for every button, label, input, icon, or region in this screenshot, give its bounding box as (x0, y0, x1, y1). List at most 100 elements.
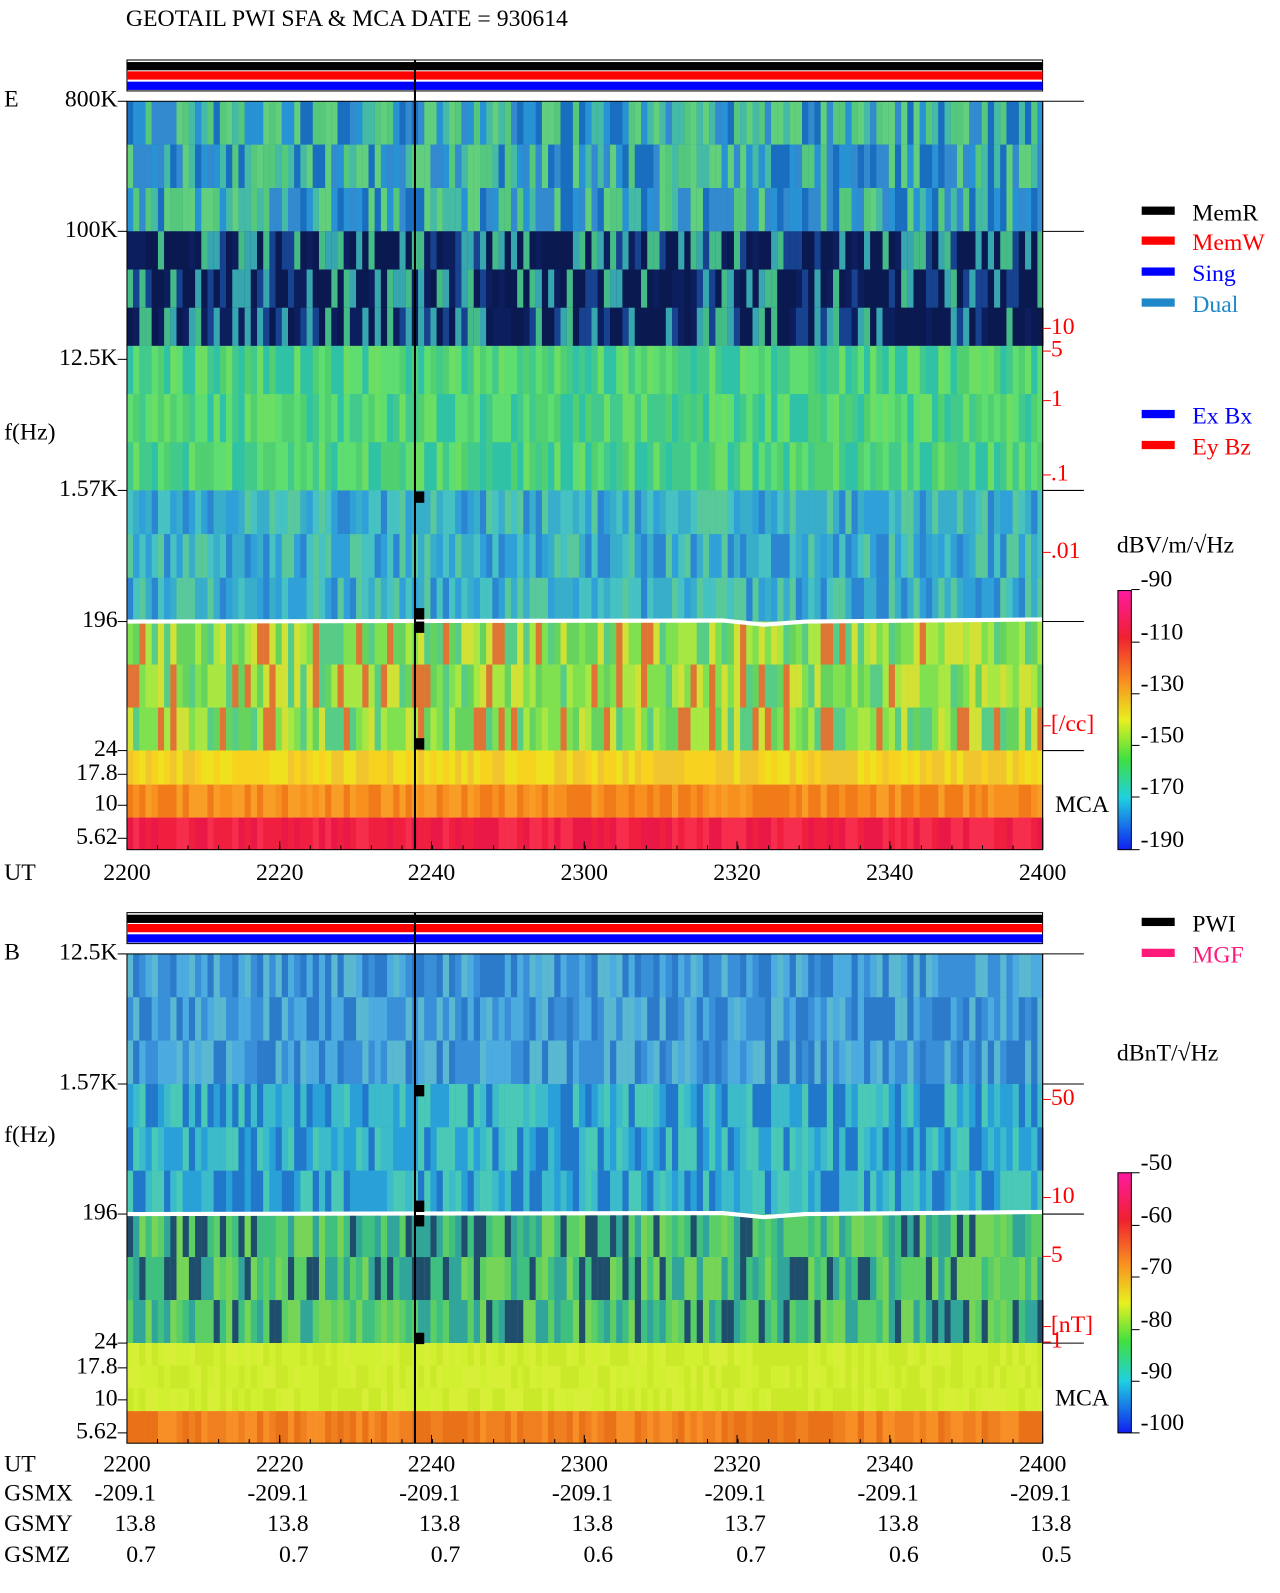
pixel-block (764, 750, 772, 785)
pixel-block (628, 394, 635, 443)
pixel-block (864, 621, 871, 665)
pixel-block (771, 231, 778, 270)
pixel-block (442, 490, 450, 535)
pixel-block (901, 345, 908, 395)
pixel-block (387, 817, 394, 850)
pixel-block (1031, 1257, 1038, 1301)
pixel-block (498, 345, 505, 395)
pixel-block (356, 144, 363, 188)
pixel-block (219, 664, 227, 708)
pixel-block (845, 784, 852, 818)
pixel-block (1031, 997, 1038, 1041)
pixel-block (182, 1040, 189, 1084)
pixel-block (696, 1214, 703, 1258)
pixel-block (808, 187, 815, 232)
pixel-block (455, 1257, 462, 1301)
pixel-block (486, 1343, 493, 1366)
pixel-block (449, 101, 456, 145)
pixel-block (647, 345, 654, 395)
pixel-block (480, 621, 487, 665)
pixel-block (591, 187, 598, 232)
pixel-block (312, 269, 319, 308)
pixel-block (510, 1300, 518, 1344)
pixel-block (597, 442, 604, 491)
pixel-block (541, 750, 549, 785)
pixel-block (882, 1083, 889, 1128)
pixel-block (238, 1365, 245, 1389)
pixel-block (188, 664, 196, 708)
pixel-block (585, 953, 592, 998)
pixel-block (944, 307, 951, 346)
pixel-block (814, 187, 821, 232)
pixel-block (1037, 577, 1044, 622)
pixel-block (1037, 1214, 1044, 1258)
pixel-block (591, 1388, 598, 1412)
pixel-block (938, 1365, 945, 1389)
pixel-block (213, 231, 220, 270)
pixel-block (387, 750, 394, 785)
pixel-block (653, 1300, 660, 1344)
pixel-block (925, 144, 933, 188)
pixel-block (164, 1365, 171, 1389)
pixel-block (541, 1388, 549, 1412)
pixel-block (213, 1170, 220, 1215)
pixel-block (238, 1040, 245, 1084)
pixel-block (418, 997, 425, 1041)
pixel-block (752, 1127, 759, 1171)
pixel-block (275, 1365, 282, 1389)
pixel-block (888, 1170, 895, 1215)
pixel-block (721, 269, 728, 308)
pixel-block (919, 1365, 926, 1389)
pixel-block (207, 1257, 214, 1301)
pixel-block (826, 1365, 834, 1389)
pixel-block (560, 997, 567, 1041)
pixel-block (164, 1257, 171, 1301)
pixel-block (467, 1170, 474, 1215)
pixel-block (1037, 750, 1044, 785)
pixel-block (696, 442, 703, 491)
pixel-block (876, 1083, 883, 1128)
pixel-block (139, 750, 146, 785)
pixel-block (449, 1214, 456, 1258)
orbit-label: GSMZ (4, 1542, 70, 1568)
pixel-block (405, 1083, 412, 1128)
pixel-block (362, 101, 369, 145)
pixel-block (257, 534, 264, 578)
pixel-block (399, 817, 406, 850)
pixel-block (777, 1127, 784, 1171)
pixel-block (622, 269, 629, 308)
pixel-block (393, 534, 400, 578)
pixel-block (709, 1214, 716, 1258)
pixel-block (833, 953, 840, 998)
pixel-block (306, 1300, 313, 1344)
pixel-block (764, 1388, 772, 1412)
pixel-block (907, 1214, 914, 1258)
pixel-block (554, 1170, 561, 1215)
pixel-block (157, 997, 165, 1041)
pixel-block (541, 307, 549, 346)
pixel-block (709, 1365, 716, 1389)
pixel-block (857, 953, 864, 998)
pixel-block (374, 1257, 381, 1301)
pixel-block (659, 1343, 666, 1366)
pixel-block (151, 1083, 158, 1128)
pixel-block (554, 490, 561, 535)
pixel-block (857, 144, 864, 188)
pixel-block (746, 750, 753, 785)
pixel-block (857, 1257, 864, 1301)
pixel-block (312, 1170, 319, 1215)
pixel-block (201, 101, 208, 145)
pixel-block (591, 953, 598, 998)
pixel-block (752, 953, 759, 998)
pixel-block (764, 442, 772, 491)
pixel-block (653, 187, 660, 232)
pixel-block (616, 1388, 623, 1412)
pixel-block (442, 1300, 450, 1344)
pixel-block (610, 1040, 617, 1084)
pixel-block (182, 1214, 189, 1258)
pixel-block (139, 269, 146, 308)
pixel-block (133, 534, 140, 578)
pixel-block (399, 1411, 406, 1444)
pixel-block (1006, 534, 1013, 578)
pixel-block (981, 269, 988, 308)
